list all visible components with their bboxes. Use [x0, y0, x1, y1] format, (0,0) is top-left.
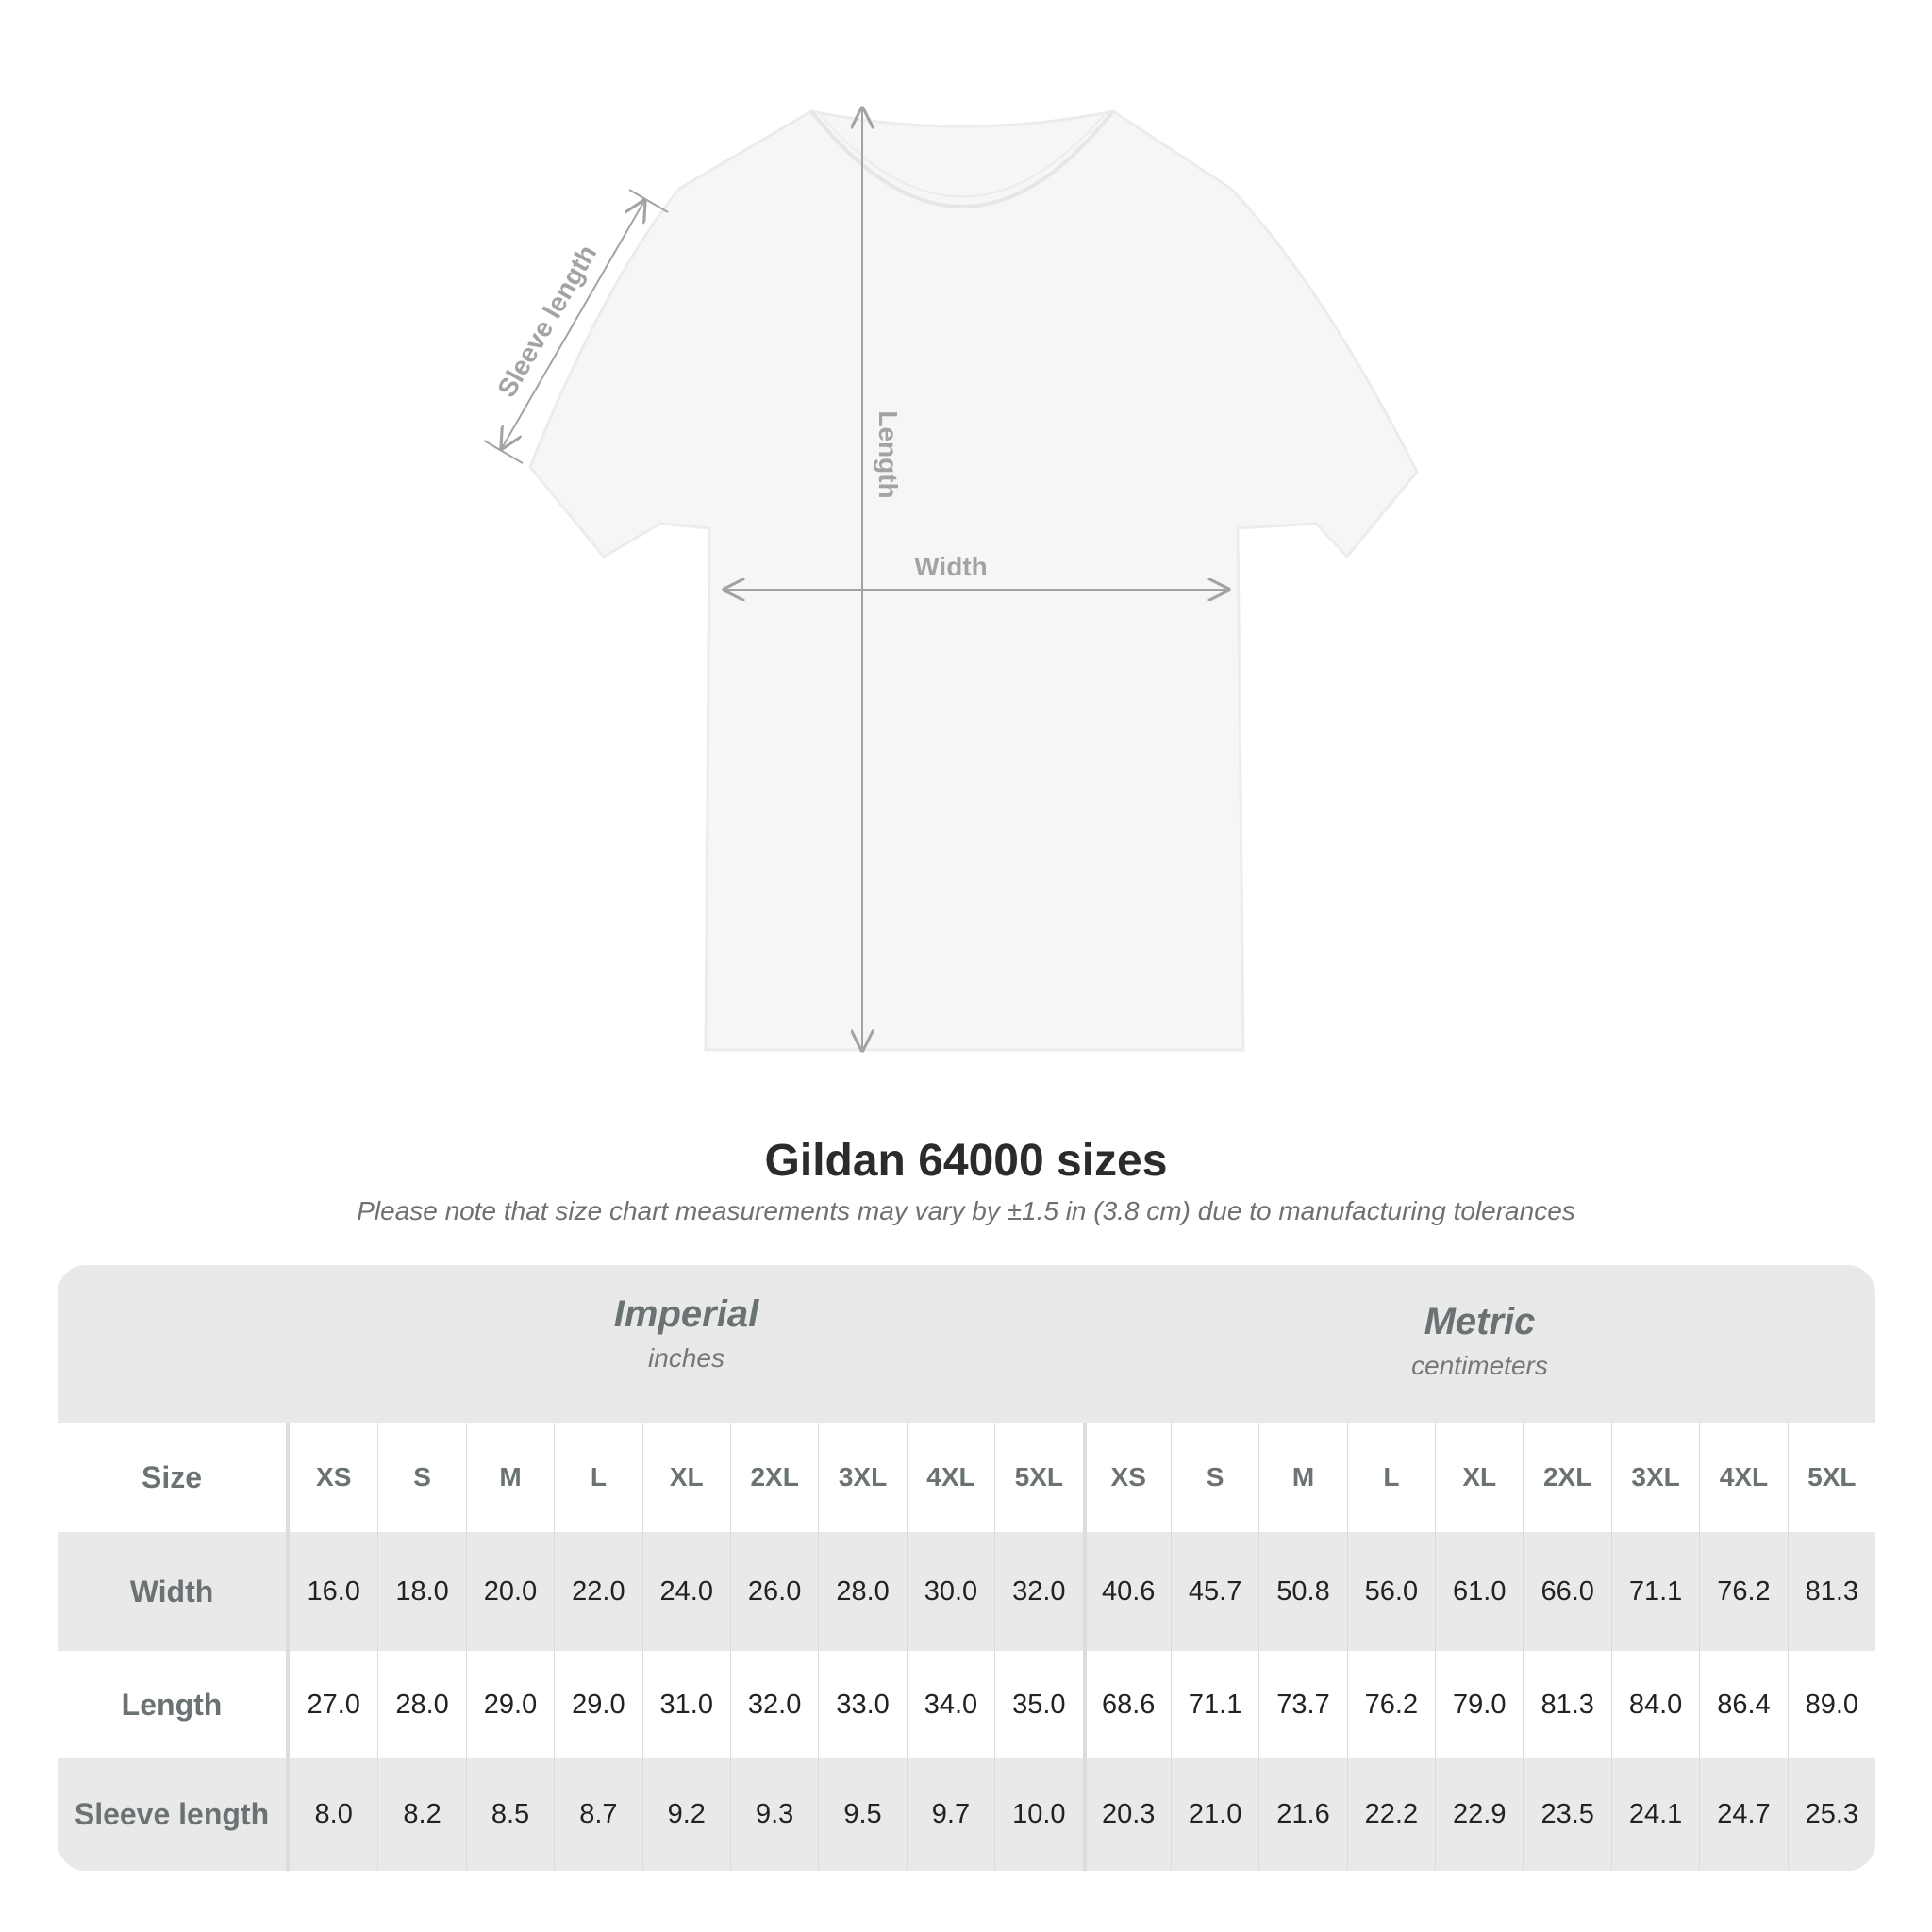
- measurement-cell: 45.7: [1170, 1532, 1258, 1651]
- measurement-cell: 89.0: [1787, 1651, 1875, 1758]
- row-length: Length 27.0 28.0 29.0 29.0 31.0 32.0 33.0 34.0 35…: [58, 1651, 1875, 1758]
- measurement-cell: 79.0: [1435, 1651, 1523, 1758]
- imperial-title: Imperial: [613, 1293, 759, 1335]
- measurement-cell: 29.0: [465, 1651, 554, 1758]
- measurement-cell: 24.0: [641, 1532, 730, 1651]
- imperial-header: Imperial inches: [290, 1293, 1083, 1374]
- measurement-cell: 86.4: [1699, 1651, 1787, 1758]
- measurement-cell: 32.0: [994, 1532, 1082, 1651]
- measurement-cell: 61.0: [1435, 1532, 1523, 1651]
- measurement-cell: 50.8: [1258, 1532, 1346, 1651]
- size-header: XL: [641, 1423, 730, 1532]
- measurement-cell: 20.3: [1082, 1758, 1171, 1871]
- size-header: XS: [1082, 1423, 1171, 1532]
- size-header: M: [465, 1423, 554, 1532]
- measurement-cell: 29.0: [554, 1651, 641, 1758]
- size-row: Size XS S M L XL 2XL 3XL 4XL 5XL XS S M L XL 2XL 3XL 4XL 5…: [58, 1423, 1875, 1532]
- page-title: Gildan 64000 sizes: [764, 1136, 1168, 1186]
- measurement-cell: 20.0: [465, 1532, 554, 1651]
- measurement-cell: 22.2: [1346, 1758, 1435, 1871]
- measurement-cell: 21.6: [1258, 1758, 1346, 1871]
- measurement-cell: 34.0: [906, 1651, 994, 1758]
- row-width: Width 16.0 18.0 20.0 22.0 24.0 26.0 28.0 30.0 32.…: [58, 1532, 1875, 1651]
- measurement-cell: 73.7: [1258, 1651, 1346, 1758]
- size-header: S: [1170, 1423, 1258, 1532]
- measurement-cell: 16.0: [307, 1575, 360, 1607]
- measurement-cell: 56.0: [1346, 1532, 1435, 1651]
- metric-unit: centimeters: [1411, 1351, 1548, 1380]
- tshirt-diagram: Width Length Sleeve length: [483, 0, 1419, 1085]
- measurement-cell: 27.0: [307, 1689, 360, 1720]
- measurement-cell: 28.0: [818, 1532, 906, 1651]
- measurement-cell: 31.0: [641, 1651, 730, 1758]
- imperial-unit: inches: [648, 1343, 724, 1373]
- measurement-cell: 8.5: [465, 1758, 554, 1871]
- measurement-cell: 18.0: [377, 1532, 465, 1651]
- measurement-cell: 35.0: [994, 1651, 1082, 1758]
- size-header: M: [1258, 1423, 1346, 1532]
- tolerance-note: Please note that size chart measurements…: [357, 1196, 1575, 1225]
- row-label: Size: [58, 1423, 290, 1532]
- measurement-cell: 8.0: [314, 1799, 353, 1829]
- measurement-cell: 8.7: [554, 1758, 641, 1871]
- measurement-cell: 21.0: [1170, 1758, 1258, 1871]
- size-header: 4XL: [906, 1423, 994, 1532]
- measurement-cell: 26.0: [729, 1532, 818, 1651]
- length-label: Length: [874, 410, 903, 498]
- metric-title: Metric: [1424, 1301, 1536, 1342]
- measurement-cell: 71.1: [1610, 1532, 1699, 1651]
- row-label: Width: [58, 1532, 290, 1651]
- measurement-cell: 84.0: [1610, 1651, 1699, 1758]
- size-header: L: [554, 1423, 641, 1532]
- size-header: XS: [316, 1462, 352, 1491]
- size-table: Imperial inches Metric centimeters Size X…: [58, 1265, 1875, 1871]
- row-label: Sleeve length: [58, 1758, 290, 1871]
- measurement-cell: 23.5: [1523, 1758, 1610, 1871]
- size-header: 5XL: [1787, 1423, 1875, 1532]
- size-header: 2XL: [1523, 1423, 1610, 1532]
- measurement-cell: 25.3: [1787, 1758, 1875, 1871]
- row-label: Length: [58, 1651, 290, 1758]
- row-sleeve-length: Sleeve length 8.0 8.2 8.5 8.7 9.2 9.3 9.5 9.7 10.…: [58, 1758, 1875, 1871]
- measurement-cell: 30.0: [906, 1532, 994, 1651]
- measurement-cell: 81.3: [1787, 1532, 1875, 1651]
- size-header: 2XL: [729, 1423, 818, 1532]
- size-header: XL: [1435, 1423, 1523, 1532]
- measurement-cell: 76.2: [1699, 1532, 1787, 1651]
- measurement-cell: 68.6: [1082, 1651, 1171, 1758]
- measurement-cell: 71.1: [1170, 1651, 1258, 1758]
- size-header: L: [1346, 1423, 1435, 1532]
- metric-header: Metric centimeters: [1083, 1301, 1875, 1381]
- size-header: 5XL: [994, 1423, 1082, 1532]
- measurement-cell: 28.0: [377, 1651, 465, 1758]
- measurement-cell: 76.2: [1346, 1651, 1435, 1758]
- measurement-cell: 22.9: [1435, 1758, 1523, 1871]
- measurement-cell: 24.7: [1699, 1758, 1787, 1871]
- measurement-cell: 24.1: [1610, 1758, 1699, 1871]
- measurement-cell: 8.2: [377, 1758, 465, 1871]
- size-header: 3XL: [818, 1423, 906, 1532]
- size-header: 4XL: [1699, 1423, 1787, 1532]
- size-header: 3XL: [1610, 1423, 1699, 1532]
- measurement-cell: 9.7: [906, 1758, 994, 1871]
- measurement-cell: 66.0: [1523, 1532, 1610, 1651]
- width-label: Width: [914, 552, 988, 581]
- measurement-cell: 9.3: [729, 1758, 818, 1871]
- measurement-cell: 40.6: [1082, 1532, 1171, 1651]
- measurement-cell: 81.3: [1523, 1651, 1610, 1758]
- measurement-cell: 9.5: [818, 1758, 906, 1871]
- size-header: S: [377, 1423, 465, 1532]
- measurement-cell: 22.0: [554, 1532, 641, 1651]
- measurement-cell: 33.0: [818, 1651, 906, 1758]
- sleeve-arrow: [502, 201, 644, 448]
- measurement-cell: 32.0: [729, 1651, 818, 1758]
- measurement-cell: 9.2: [641, 1758, 730, 1871]
- measurement-cell: 10.0: [994, 1758, 1082, 1871]
